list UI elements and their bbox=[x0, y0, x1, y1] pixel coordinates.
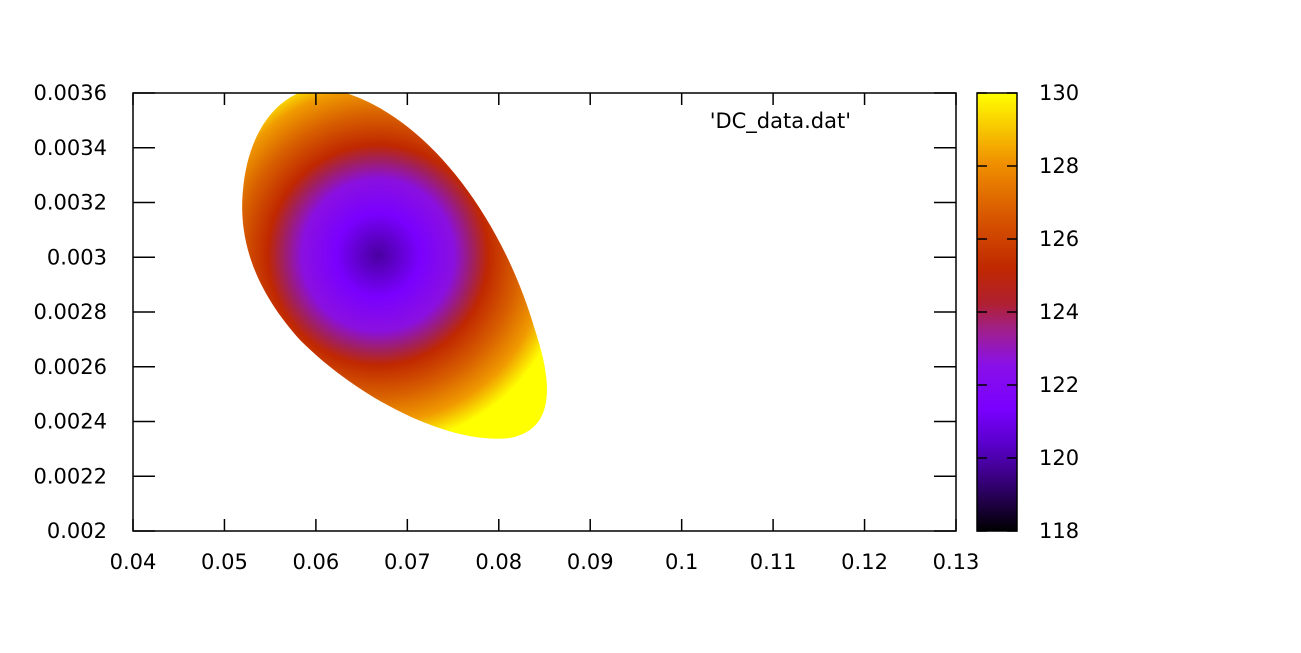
y-tick-label: 0.0026 bbox=[34, 355, 107, 379]
colorbar-tick-label: 120 bbox=[1039, 446, 1079, 470]
x-tick-label: 0.13 bbox=[933, 550, 980, 574]
y-tick-label: 0.0028 bbox=[34, 300, 107, 324]
colorbar-tick-label: 130 bbox=[1039, 81, 1079, 105]
colorbar-tick-label: 128 bbox=[1039, 154, 1079, 178]
legend-entry: 'DC_data.dat' bbox=[710, 109, 851, 134]
y-tick-label: 0.0032 bbox=[34, 191, 107, 215]
colorbar-axis: 118 120 122 124 126 128 130 bbox=[977, 81, 1079, 543]
y-tick-label: 0.0036 bbox=[34, 81, 107, 105]
colorbar-tick-label: 118 bbox=[1039, 519, 1079, 543]
x-tick-label: 0.08 bbox=[475, 550, 522, 574]
x-tick-label: 0.04 bbox=[110, 550, 157, 574]
y-tick-label: 0.002 bbox=[47, 519, 107, 543]
colorbar-tick-label: 126 bbox=[1039, 227, 1079, 251]
y-tick-label: 0.0024 bbox=[34, 410, 107, 434]
y-tick-label: 0.003 bbox=[47, 245, 107, 269]
x-tick-label: 0.1 bbox=[665, 550, 698, 574]
y-tick-label: 0.0034 bbox=[34, 136, 107, 160]
x-tick-label: 0.11 bbox=[750, 550, 797, 574]
x-tick-label: 0.06 bbox=[293, 550, 340, 574]
x-axis: 0.04 0.05 0.06 0.07 0.08 0.09 0.1 0.11 0.12 0.13 bbox=[110, 93, 980, 574]
heatmap-region bbox=[242, 93, 547, 439]
x-tick-label: 0.05 bbox=[201, 550, 248, 574]
y-tick-label: 0.0022 bbox=[34, 464, 107, 488]
colorbar-tick-label: 122 bbox=[1039, 373, 1079, 397]
x-tick-label: 0.07 bbox=[384, 550, 431, 574]
colorbar-tick-label: 124 bbox=[1039, 300, 1079, 324]
x-tick-label: 0.12 bbox=[841, 550, 888, 574]
y-axis: 0.002 0.0022 0.0024 0.0026 0.0028 0.003 0.0032… bbox=[34, 81, 956, 543]
x-tick-label: 0.09 bbox=[567, 550, 614, 574]
